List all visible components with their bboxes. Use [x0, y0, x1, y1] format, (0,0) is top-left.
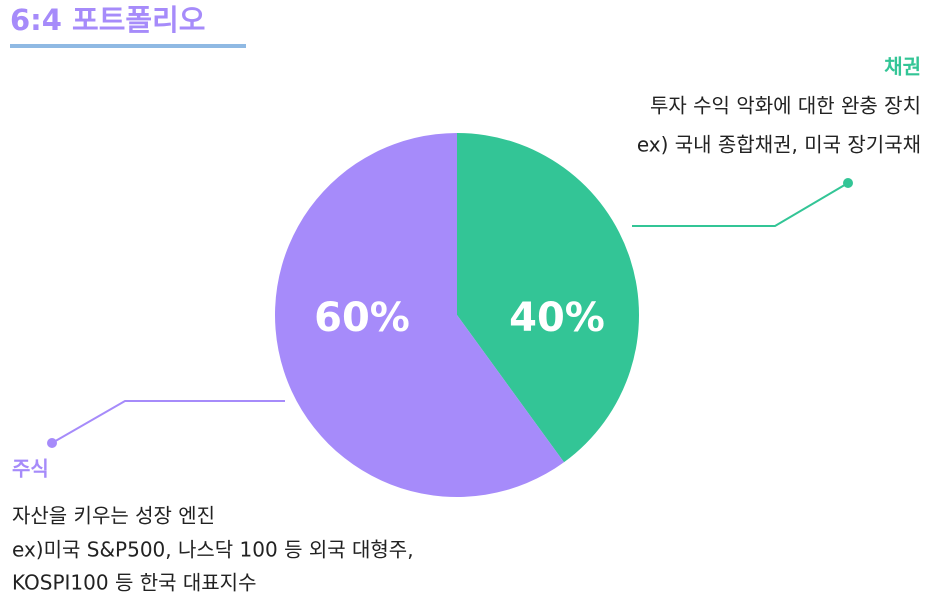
pie-slice	[457, 133, 639, 463]
description: KOSPI100 등 한국 대표지수	[12, 571, 256, 595]
value-label: 40%	[509, 295, 605, 341]
category-label: 채권	[884, 55, 921, 79]
value-label: 60%	[314, 295, 410, 341]
description: ex)미국 S&P500, 나스닥 100 등 외국 대형주,	[12, 538, 414, 562]
description: ex) 국내 종합채권, 미국 장기국채	[637, 133, 921, 157]
pie-slice	[275, 133, 564, 497]
description: 투자 수익 악화에 대한 완충 장치	[650, 94, 921, 118]
chart-title: 6:4 포트폴리오	[10, 3, 205, 37]
leader-dot	[843, 178, 853, 188]
leader-line	[632, 182, 849, 227]
leader-line	[51, 400, 285, 444]
description: 자산을 키우는 성장 엔진	[12, 504, 215, 528]
leader-dot	[47, 438, 57, 448]
category-label: 주식	[12, 457, 49, 481]
